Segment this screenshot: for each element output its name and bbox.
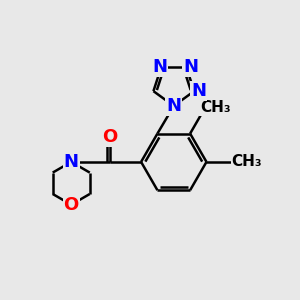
Text: O: O	[64, 196, 79, 214]
Text: O: O	[102, 128, 118, 146]
Text: N: N	[166, 97, 181, 115]
Text: N: N	[152, 58, 167, 76]
Text: CH₃: CH₃	[231, 154, 262, 169]
Text: N: N	[191, 82, 206, 100]
Text: CH₃: CH₃	[200, 100, 231, 115]
Text: N: N	[183, 58, 198, 76]
Text: N: N	[64, 153, 79, 171]
